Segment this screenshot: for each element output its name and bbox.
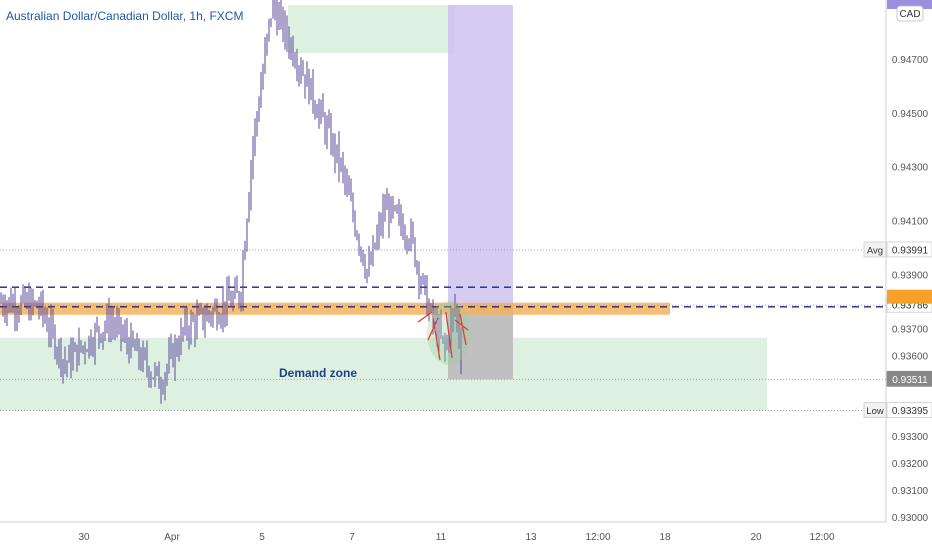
x-tick-label: 13 [525, 532, 537, 543]
top-price-tag [887, 0, 932, 9]
marker-value: 0.93991 [892, 245, 929, 256]
x-tick-label: 11 [436, 532, 447, 543]
marker-tag: Low [866, 406, 884, 417]
y-tick-label: 0.94500 [892, 109, 929, 120]
x-tick-label: Apr [164, 532, 180, 543]
y-tick-label: 0.94100 [892, 217, 929, 228]
entry-band [0, 302, 670, 315]
marker-tag: Avg [867, 245, 883, 256]
marker-tag-box [863, 402, 887, 418]
x-tick-label: 12:00 [809, 532, 834, 543]
x-tick-label: 20 [750, 532, 762, 543]
reversal-mark-2 [445, 311, 453, 359]
currency-badge [896, 5, 924, 22]
price-axis [886, 0, 932, 550]
reversal-mark-5 [459, 313, 467, 346]
demand-zone-label: Demand zone [279, 366, 357, 380]
y-tick-label: 0.94300 [892, 163, 929, 174]
y-tick-label: 0.93000 [892, 513, 929, 524]
marker-value: 0.93786 [892, 301, 929, 312]
y-tick-label: 0.93300 [892, 432, 929, 443]
y-tick-label: 0.93700 [892, 324, 929, 335]
x-tick-label: 30 [78, 532, 90, 543]
y-tick-label: 0.93200 [892, 459, 929, 470]
currency-badge-label: CAD [899, 9, 920, 20]
reversal-mark-4 [427, 317, 439, 341]
marker-tag-box [863, 241, 887, 258]
y-tick-label: 0.93600 [892, 351, 929, 362]
x-tick-label: 5 [259, 532, 265, 543]
y-tick-label: 0.93900 [892, 270, 929, 281]
x-tick-label: 18 [659, 532, 671, 543]
marker-value-box [886, 241, 932, 258]
marker-value: 0.93395 [892, 406, 929, 417]
demand-zone [0, 337, 767, 411]
time-axis [0, 522, 886, 550]
marker-value: 0.93511 [892, 375, 928, 386]
reversal-mark-0 [417, 311, 433, 323]
x-tick-label: 12:00 [585, 532, 610, 543]
supply-box-top [288, 5, 455, 53]
chart-title: Australian Dollar/Canadian Dollar, 1h, F… [6, 9, 244, 23]
y-tick-label: 0.94700 [892, 55, 929, 66]
x-tick-label: 7 [349, 532, 355, 543]
y-tick-label: 0.93100 [892, 486, 929, 497]
current-price-tag [887, 289, 932, 304]
marker-value-box [886, 402, 932, 418]
marker-value-box [886, 370, 932, 387]
target-zone [448, 5, 513, 308]
